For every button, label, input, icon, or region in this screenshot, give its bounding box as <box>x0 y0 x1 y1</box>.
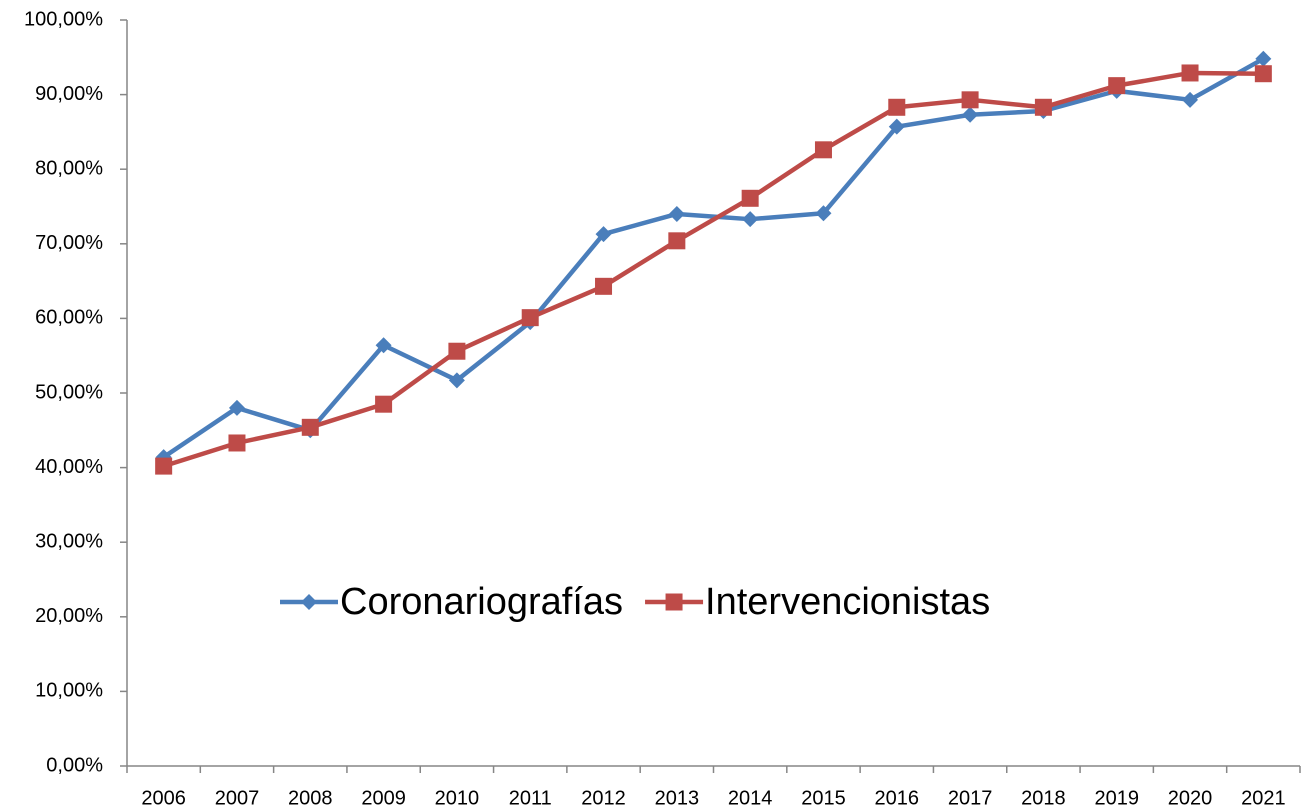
data-point <box>962 106 979 123</box>
x-tick-label: 2016 <box>875 787 920 809</box>
y-tick-label: 90,00% <box>35 83 103 105</box>
legend-marker <box>665 593 683 611</box>
data-point <box>595 277 613 295</box>
data-point <box>228 399 245 416</box>
x-tick-label: 2007 <box>215 787 260 809</box>
y-tick-label: 10,00% <box>35 680 103 702</box>
x-tick-label: 2013 <box>655 787 700 809</box>
data-point <box>814 141 832 159</box>
data-point <box>1108 77 1126 95</box>
data-point <box>375 395 393 413</box>
x-tick-label: 2006 <box>141 787 186 809</box>
data-point <box>448 372 465 389</box>
legend-label: Intervencionistas <box>705 581 990 623</box>
x-tick-label: 2017 <box>948 787 993 809</box>
data-point <box>815 205 832 222</box>
data-point <box>1181 64 1199 82</box>
data-point <box>888 98 906 116</box>
x-tick-label: 2009 <box>361 787 406 809</box>
series-line <box>162 70 1264 469</box>
y-tick-label: 50,00% <box>35 381 103 403</box>
data-point <box>375 337 392 354</box>
x-tick-label: 2015 <box>801 787 846 809</box>
x-tick-label: 2010 <box>435 787 480 809</box>
x-tick-label: 2019 <box>1094 787 1139 809</box>
data-point <box>668 232 686 250</box>
y-tick-label: 40,00% <box>35 456 103 478</box>
data-point <box>741 189 759 207</box>
x-tick-label: 2020 <box>1168 787 1213 809</box>
y-tick-label: 20,00% <box>35 605 103 627</box>
x-tick-label: 2008 <box>288 787 333 809</box>
data-point <box>228 434 246 452</box>
data-point <box>1254 65 1272 83</box>
y-tick-label: 60,00% <box>35 307 103 329</box>
data-point <box>595 226 612 243</box>
y-tick-label: 0,00% <box>46 754 103 776</box>
data-point <box>155 457 173 475</box>
legend-marker <box>301 594 317 610</box>
y-tick-label: 70,00% <box>35 232 103 254</box>
data-point <box>1034 98 1052 116</box>
data-point <box>742 211 759 228</box>
y-tick-label: 30,00% <box>35 530 103 552</box>
data-point <box>301 418 319 436</box>
data-point <box>448 342 466 360</box>
data-point <box>1255 50 1272 67</box>
y-tick-label: 80,00% <box>35 157 103 179</box>
data-point <box>888 118 905 135</box>
legend-label: Coronariografías <box>340 581 623 623</box>
data-point <box>961 91 979 109</box>
data-point <box>1182 91 1199 108</box>
data-point <box>668 205 685 222</box>
series-line <box>162 56 1265 460</box>
y-tick-label: 100,00% <box>24 8 103 30</box>
x-tick-label: 2018 <box>1021 787 1066 809</box>
x-tick-label: 2011 <box>509 787 552 809</box>
x-tick-label: 2021 <box>1241 787 1286 809</box>
data-point <box>521 309 539 327</box>
x-tick-label: 2014 <box>728 787 773 809</box>
x-tick-label: 2012 <box>581 787 626 809</box>
